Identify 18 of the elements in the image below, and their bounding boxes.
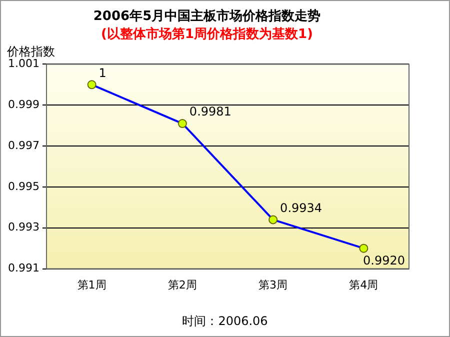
data-label: 0.9981 xyxy=(189,104,232,119)
x-tick-label: 第1周 xyxy=(77,278,106,292)
x-tick-label: 第3周 xyxy=(258,278,288,292)
text: 时间：2006.06 xyxy=(182,314,268,328)
y-tick-label: 0.997 xyxy=(8,138,40,152)
y-tick-label: 1.001 xyxy=(8,57,40,70)
data-label: 0.9934 xyxy=(280,200,322,215)
y-tick-label: 0.991 xyxy=(8,262,40,275)
data-label: 0.9920 xyxy=(363,253,405,268)
y-tick-label: 0.999 xyxy=(8,98,40,111)
x-tick-label: 第4周 xyxy=(349,278,378,292)
chart-subtitle: (以整体市场第1周价格指数为基数1) xyxy=(101,26,313,42)
y-tick-label: 0.995 xyxy=(8,180,40,193)
chart-title: 2006年5月中国主板市场价格指数走势 xyxy=(93,8,321,24)
y-tick-label: 0.993 xyxy=(8,220,40,234)
x-tick-label: 第2周 xyxy=(168,278,197,292)
y-axis-title: 价格指数 xyxy=(6,44,55,58)
data-label: 1 xyxy=(98,66,106,80)
